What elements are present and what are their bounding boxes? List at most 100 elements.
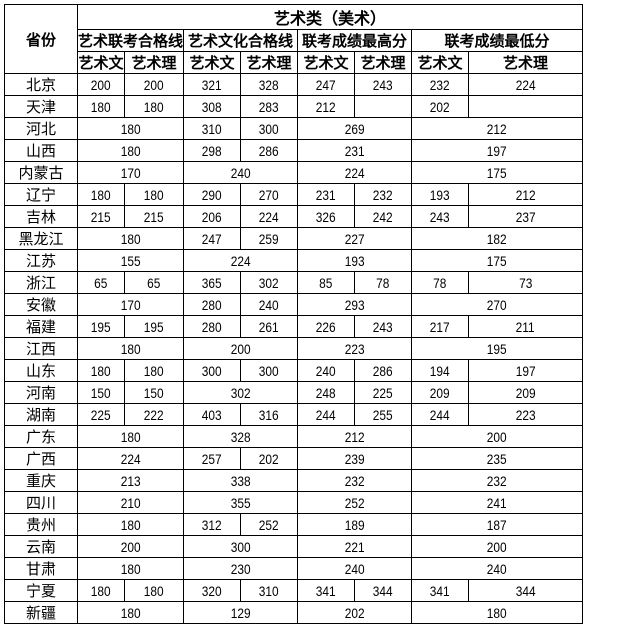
score-value: 202 — [344, 604, 365, 621]
score-value: 232 — [373, 186, 393, 203]
score-table: 省份 艺术类（美术） 艺术联考合格线 艺术文化合格线 联考成绩最高分 联考成绩最… — [4, 4, 584, 624]
score-value: 197 — [515, 362, 536, 379]
score-cell: 193 — [411, 183, 470, 206]
score-value: 240 — [487, 560, 507, 577]
score-value: 180 — [120, 142, 141, 159]
score-value: 224 — [259, 208, 279, 225]
table-row: 广东 180 328 212 200 — [4, 425, 584, 448]
score-value: 200 — [487, 538, 507, 555]
score-cell: 200 — [77, 73, 125, 96]
score-cell: 202 — [411, 95, 470, 118]
score-value: 252 — [259, 516, 279, 533]
score-cell: 180 — [76, 601, 185, 624]
score-value: 170 — [120, 296, 141, 313]
score-value: 213 — [120, 472, 141, 489]
score-cell: 225 — [77, 403, 125, 426]
score-value: 78 — [433, 274, 447, 291]
score-cell: 240 — [183, 161, 299, 184]
score-cell: 232 — [411, 469, 584, 492]
province-cell: 河北 — [4, 117, 78, 140]
sub-header: 艺术理 — [354, 51, 413, 74]
score-cell: 224 — [468, 73, 584, 96]
score-cell: 175 — [411, 249, 584, 272]
score-value: 180 — [91, 362, 111, 379]
score-cell: 224 — [183, 249, 299, 272]
score-cell: 195 — [123, 315, 185, 338]
table-row: 吉林 215 215 206 224 326 242 243 237 — [4, 205, 584, 228]
group-header: 艺术文化合格线 — [183, 29, 299, 52]
score-cell — [468, 95, 584, 118]
score-cell: 247 — [297, 73, 356, 96]
score-cell: 200 — [411, 425, 584, 448]
score-cell: 223 — [468, 403, 584, 426]
score-value: 243 — [373, 318, 393, 335]
table-row: 云南 200 300 221 200 — [4, 535, 584, 558]
province-cell: 湖南 — [4, 403, 78, 426]
score-cell: 293 — [297, 293, 413, 316]
score-value: 328 — [259, 76, 279, 93]
score-cell: 211 — [468, 315, 584, 338]
score-cell: 230 — [183, 557, 299, 580]
table-row: 江苏 155 224 193 175 — [4, 249, 584, 272]
score-value: 344 — [515, 582, 536, 599]
score-cell: 243 — [411, 205, 470, 228]
score-cell: 215 — [123, 205, 185, 228]
province-cell: 吉林 — [4, 205, 78, 228]
score-value: 195 — [144, 318, 164, 335]
score-cell: 150 — [77, 381, 125, 404]
score-cell: 355 — [183, 491, 299, 514]
score-value: 290 — [202, 186, 222, 203]
score-value: 193 — [430, 186, 450, 203]
score-value: 85 — [319, 274, 333, 291]
score-cell: 252 — [240, 513, 299, 536]
score-value: 194 — [430, 362, 450, 379]
score-cell: 328 — [240, 73, 299, 96]
score-cell: 270 — [411, 293, 584, 316]
score-value: 180 — [144, 362, 164, 379]
score-value: 212 — [487, 120, 507, 137]
score-value: 180 — [91, 98, 111, 115]
score-value: 225 — [91, 406, 111, 423]
table-row: 福建 195 195 280 261 226 243 217 211 — [4, 315, 584, 338]
score-value: 180 — [91, 186, 111, 203]
score-cell: 244 — [411, 403, 470, 426]
sub-header: 艺术理 — [123, 51, 185, 74]
score-cell: 180 — [76, 337, 185, 360]
score-cell: 180 — [76, 139, 185, 162]
score-cell: 231 — [297, 183, 356, 206]
score-value: 180 — [120, 340, 141, 357]
table-row: 贵州 180 312 252 189 187 — [4, 513, 584, 536]
score-cell: 197 — [411, 139, 584, 162]
score-value: 239 — [344, 450, 365, 467]
score-cell: 225 — [354, 381, 413, 404]
score-cell: 261 — [240, 315, 299, 338]
score-cell: 286 — [354, 359, 413, 382]
score-cell: 180 — [76, 557, 185, 580]
score-cell: 189 — [297, 513, 413, 536]
score-cell: 320 — [183, 579, 242, 602]
score-cell: 182 — [411, 227, 584, 250]
score-cell: 193 — [297, 249, 413, 272]
score-cell: 180 — [76, 227, 185, 250]
sub-header: 艺术文 — [411, 51, 470, 74]
sub-header: 艺术理 — [468, 51, 584, 74]
score-cell: 180 — [76, 513, 185, 536]
score-value: 261 — [259, 318, 279, 335]
province-cell: 四川 — [4, 491, 78, 514]
score-value: 180 — [120, 230, 141, 247]
score-value: 180 — [487, 604, 507, 621]
score-cell: 129 — [183, 601, 299, 624]
score-cell: 202 — [297, 601, 413, 624]
province-cell: 山东 — [4, 359, 78, 382]
score-cell: 232 — [297, 469, 413, 492]
score-cell: 180 — [123, 183, 185, 206]
score-value: 240 — [259, 296, 279, 313]
score-value: 298 — [202, 142, 222, 159]
table-row: 天津 180 180 308 283 212 202 — [4, 95, 584, 118]
score-cell: 180 — [123, 579, 185, 602]
province-cell: 广西 — [4, 447, 78, 470]
score-value: 180 — [91, 582, 111, 599]
province-cell: 黑龙江 — [4, 227, 78, 250]
score-value: 209 — [515, 384, 536, 401]
score-value: 223 — [515, 406, 536, 423]
